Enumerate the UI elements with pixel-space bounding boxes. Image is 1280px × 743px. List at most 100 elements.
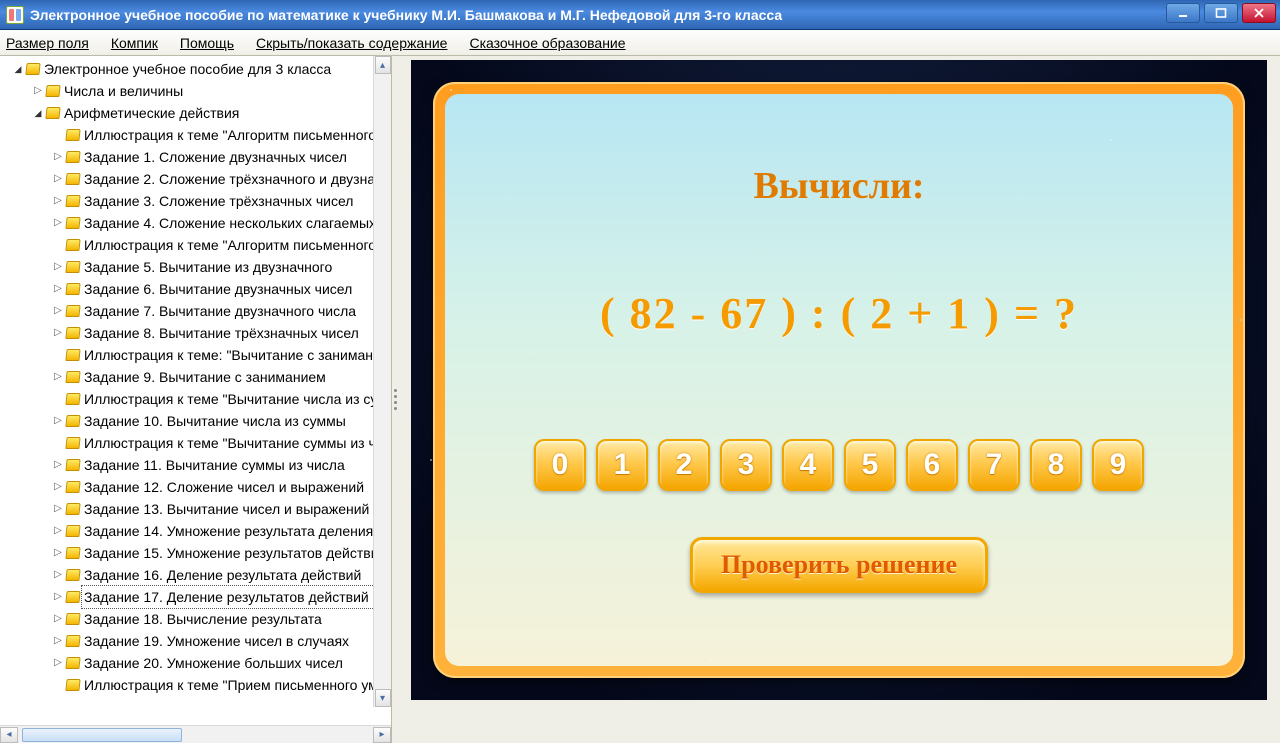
collapse-icon[interactable]: ◢ xyxy=(32,107,44,119)
scroll-up-button[interactable]: ▴ xyxy=(375,56,391,74)
maximize-button[interactable] xyxy=(1204,3,1238,23)
tree-node-label: Задание 18. Вычисление результата xyxy=(84,608,391,630)
expand-icon[interactable]: ▷ xyxy=(52,613,64,625)
tree-node[interactable]: ▷Задание 2. Сложение трёхзначного и двуз… xyxy=(0,168,391,190)
tree-node[interactable]: ▷Задание 10. Вычитание числа из суммы xyxy=(0,410,391,432)
digit-2-button[interactable]: 2 xyxy=(658,439,710,491)
expand-icon[interactable]: ▷ xyxy=(52,305,64,317)
expand-icon[interactable]: ▷ xyxy=(52,657,64,669)
book-icon xyxy=(65,173,80,185)
book-icon xyxy=(65,569,80,581)
expand-icon[interactable]: ▷ xyxy=(32,85,44,97)
expand-icon[interactable]: ▷ xyxy=(52,283,64,295)
book-icon xyxy=(65,415,80,427)
digit-0-button[interactable]: 0 xyxy=(534,439,586,491)
tree-node[interactable]: ▷Задание 15. Умножение результатов дейст… xyxy=(0,542,391,564)
book-icon xyxy=(45,107,60,119)
tree-node[interactable]: ▷ Задание 18. Вычисление результата xyxy=(0,608,391,630)
tree-node[interactable]: ▷Задание 4. Сложение нескольких слагаемы… xyxy=(0,212,391,234)
tree-node[interactable]: ▷Задание 6. Вычитание двузначных чисел xyxy=(0,278,391,300)
digit-8-button[interactable]: 8 xyxy=(1030,439,1082,491)
tree-node[interactable]: ▷Задание 8. Вычитание трёхзначных чисел xyxy=(0,322,391,344)
menubar: Размер поля Компик Помощь Скрыть/показат… xyxy=(0,30,1280,56)
contents-sidebar: ◢Электронное учебное пособие для 3 класс… xyxy=(0,56,392,743)
horizontal-scrollbar[interactable]: ◂ ▸ xyxy=(0,725,391,743)
tree-node[interactable]: ▷ Задание 9. Вычитание с заниманием xyxy=(0,366,391,388)
tree-node[interactable]: ▷Задание 3. Сложение трёхзначных чисел xyxy=(0,190,391,212)
digit-9-button[interactable]: 9 xyxy=(1092,439,1144,491)
expand-icon[interactable]: ▷ xyxy=(52,371,64,383)
digit-1-button[interactable]: 1 xyxy=(596,439,648,491)
expand-icon[interactable]: ▷ xyxy=(52,569,64,581)
book-icon xyxy=(65,393,80,405)
contents-tree[interactable]: ◢Электронное учебное пособие для 3 класс… xyxy=(0,56,391,696)
menu-help[interactable]: Помощь xyxy=(180,35,234,51)
expand-icon[interactable]: ▷ xyxy=(52,547,64,559)
tree-node[interactable]: Иллюстрация к теме "Вычитание суммы из ч… xyxy=(0,432,391,454)
expand-icon[interactable]: ▷ xyxy=(52,217,64,229)
tree-node[interactable]: ▷ Задание 1. Сложение двузначных чисел xyxy=(0,146,391,168)
vertical-scrollbar[interactable]: ▴ ▾ xyxy=(373,56,391,707)
book-icon xyxy=(65,525,80,537)
tree-node-label: Иллюстрация к теме "Вычитание числа из с… xyxy=(84,388,391,410)
scroll-right-button[interactable]: ▸ xyxy=(373,727,391,743)
tree-node[interactable]: ◢Электронное учебное пособие для 3 класс… xyxy=(0,58,391,80)
tree-node-label: Задание 11. Вычитание суммы из числа xyxy=(84,454,391,476)
check-answer-button[interactable]: Проверить решение xyxy=(690,537,988,593)
tree-node-label: Задание 1. Сложение двузначных чисел xyxy=(84,146,391,168)
digit-5-button[interactable]: 5 xyxy=(844,439,896,491)
tree-node[interactable]: ▷Задание 20. Умножение больших чисел xyxy=(0,652,391,674)
tree-node-label: Иллюстрация к теме "Вычитание суммы из ч… xyxy=(84,432,391,454)
digit-3-button[interactable]: 3 xyxy=(720,439,772,491)
book-icon xyxy=(65,547,80,559)
tree-node[interactable]: ◢Арифметические действия xyxy=(0,102,391,124)
tree-node[interactable]: ▷Задание 16. Деление результата действий xyxy=(0,564,391,586)
tree-node[interactable]: ▷Задание 14. Умножение результата делени… xyxy=(0,520,391,542)
tree-node[interactable]: ▷ Задание 19. Умножение чисел в случаях xyxy=(0,630,391,652)
tree-node[interactable]: ▷ Задание 11. Вычитание суммы из числа xyxy=(0,454,391,476)
tree-node[interactable]: Иллюстрация к теме "Вычитание числа из с… xyxy=(0,388,391,410)
close-button[interactable] xyxy=(1242,3,1276,23)
expand-icon[interactable]: ▷ xyxy=(52,173,64,185)
tree-node-label: Задание 19. Умножение чисел в случаях xyxy=(84,630,391,652)
expand-icon[interactable]: ▷ xyxy=(52,635,64,647)
menu-toggle-contents[interactable]: Скрыть/показать содержание xyxy=(256,35,447,51)
collapse-icon[interactable]: ◢ xyxy=(12,63,24,75)
tree-node[interactable]: Иллюстрация к теме "Прием письменного ум… xyxy=(0,674,391,696)
expand-icon[interactable]: ▷ xyxy=(52,503,64,515)
expand-icon[interactable]: ▷ xyxy=(52,327,64,339)
book-icon xyxy=(65,437,80,449)
tree-node[interactable]: ▷Задание 12. Сложение чисел и выражений xyxy=(0,476,391,498)
tree-node[interactable]: Иллюстрация к теме: "Вычитание с заниман… xyxy=(0,344,391,366)
minimize-button[interactable] xyxy=(1166,3,1200,23)
tree-node[interactable]: Иллюстрация к теме "Алгоритм письменного… xyxy=(0,124,391,146)
menu-fairy-education[interactable]: Сказочное образование xyxy=(469,35,625,51)
task-stage: Вычисли: ( 82 - 67 ) : ( 2 + 1 ) = ? 012… xyxy=(411,60,1267,700)
book-icon xyxy=(65,503,80,515)
digit-7-button[interactable]: 7 xyxy=(968,439,1020,491)
tree-node[interactable]: ▷Задание 17. Деление результатов действи… xyxy=(0,586,391,608)
expand-icon[interactable]: ▷ xyxy=(52,459,64,471)
expand-icon[interactable]: ▷ xyxy=(52,151,64,163)
expand-icon[interactable]: ▷ xyxy=(52,195,64,207)
menu-field-size[interactable]: Размер поля xyxy=(6,35,89,51)
book-icon xyxy=(65,613,80,625)
digit-4-button[interactable]: 4 xyxy=(782,439,834,491)
expand-icon[interactable]: ▷ xyxy=(52,415,64,427)
scroll-left-button[interactable]: ◂ xyxy=(0,727,18,743)
scroll-down-button[interactable]: ▾ xyxy=(375,689,391,707)
tree-node[interactable]: Иллюстрация к теме "Алгоритм письменного… xyxy=(0,234,391,256)
scroll-thumb[interactable] xyxy=(22,728,182,742)
tree-node[interactable]: ▷Задание 13. Вычитание чисел и выражений xyxy=(0,498,391,520)
expand-icon[interactable]: ▷ xyxy=(52,481,64,493)
tree-node[interactable]: ▷Задание 5. Вычитание из двузначного xyxy=(0,256,391,278)
book-icon xyxy=(65,371,80,383)
tree-node[interactable]: ▷Задание 7. Вычитание двузначного числа xyxy=(0,300,391,322)
tree-node-label: Задание 9. Вычитание с заниманием xyxy=(84,366,391,388)
expand-icon[interactable]: ▷ xyxy=(52,261,64,273)
digit-6-button[interactable]: 6 xyxy=(906,439,958,491)
expand-icon[interactable]: ▷ xyxy=(52,591,64,603)
tree-node[interactable]: ▷Числа и величины xyxy=(0,80,391,102)
menu-kompik[interactable]: Компик xyxy=(111,35,158,51)
expand-icon[interactable]: ▷ xyxy=(52,525,64,537)
